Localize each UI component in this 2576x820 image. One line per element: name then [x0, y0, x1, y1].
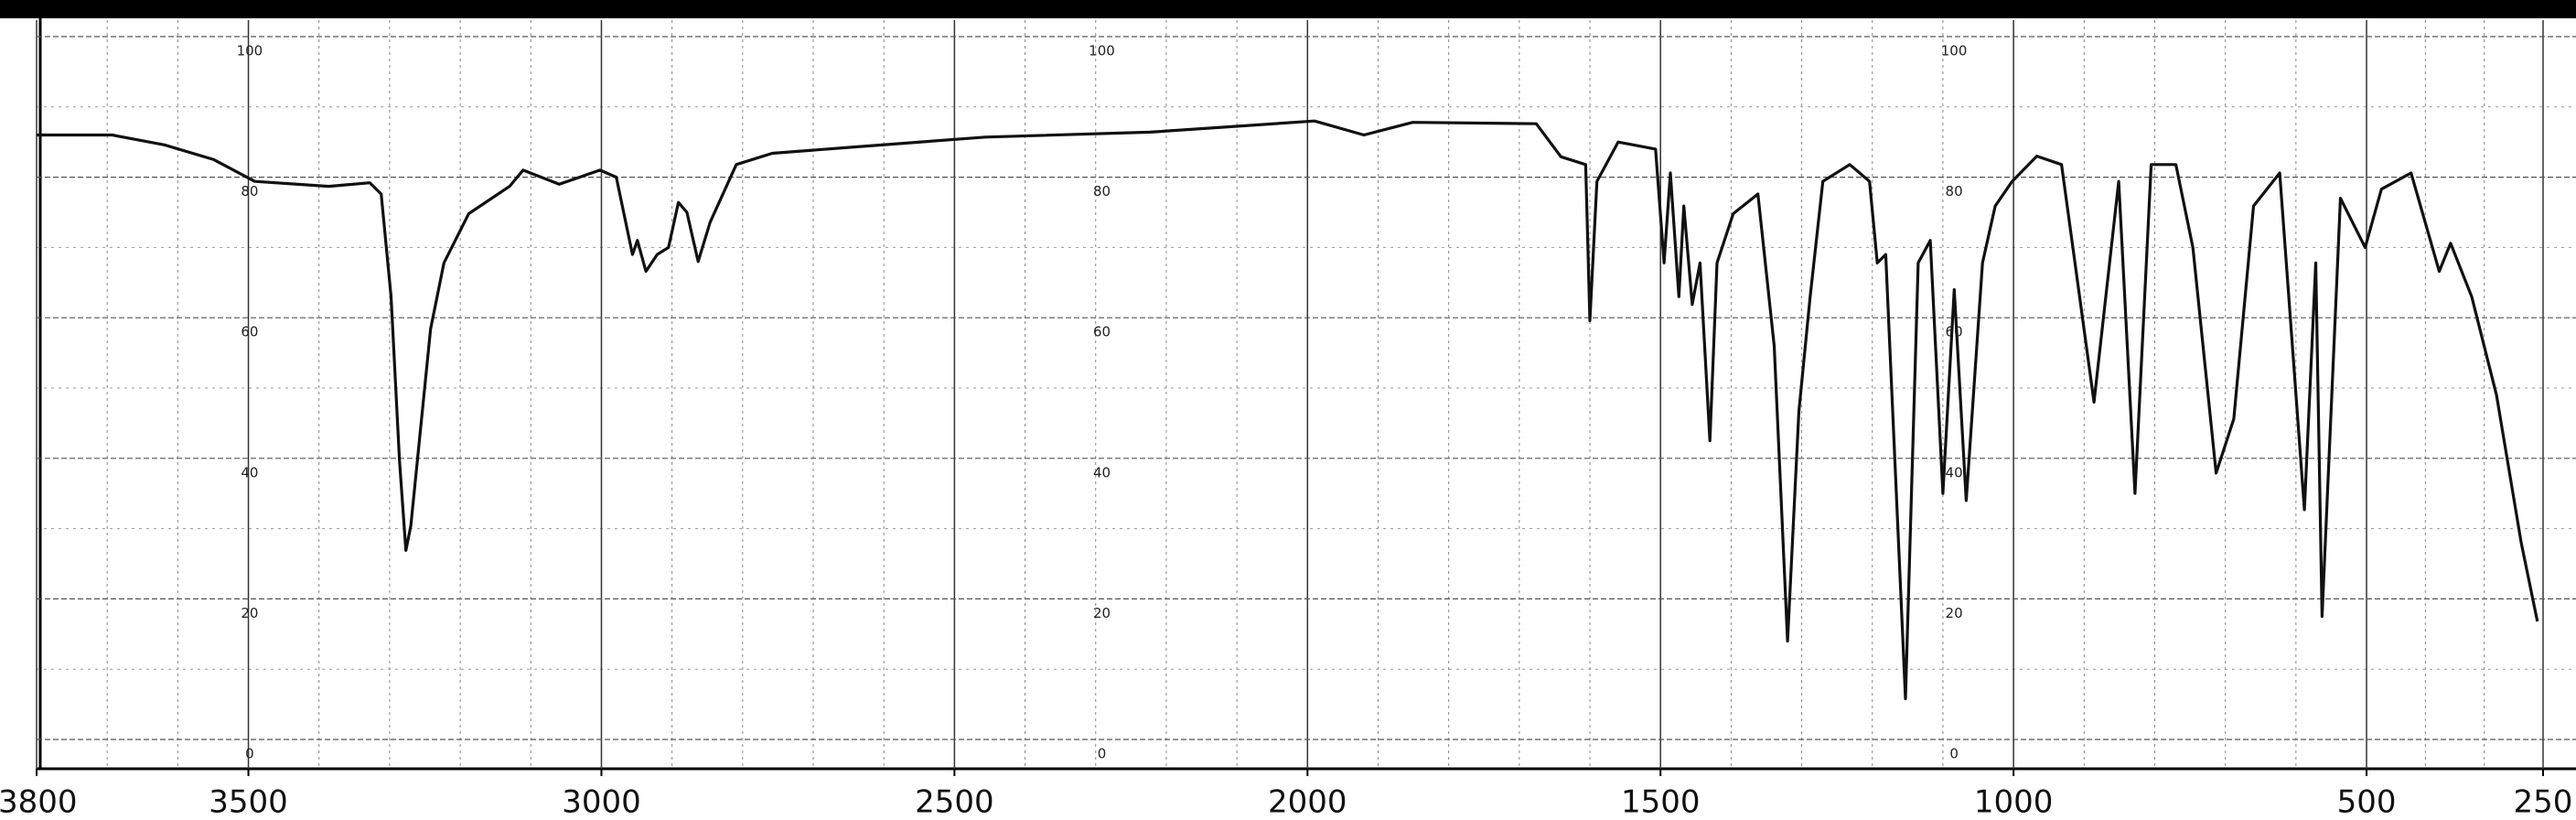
y-tick-label: 40 [1946, 464, 1963, 480]
top-border [0, 0, 2576, 18]
y-tick-label: 0 [245, 746, 254, 762]
y-tick-label: 80 [1946, 183, 1963, 200]
y-tick-label: 20 [241, 605, 258, 621]
spectrum-line [37, 119, 2539, 701]
y-tick-label: 40 [1093, 464, 1111, 480]
x-tick-label: 3000 [562, 784, 641, 820]
y-tick-label: 20 [1946, 605, 1963, 621]
y-tick-label: 100 [237, 43, 263, 59]
y-tick-label: 80 [1093, 183, 1111, 200]
x-tick-label: 250 [2514, 784, 2573, 820]
x-tick-label: 3800 [0, 784, 78, 820]
y-tick-label: 0 [1098, 746, 1107, 762]
y-tick-label: 100 [1941, 43, 1968, 59]
y-tick-label: 100 [1089, 43, 1115, 59]
x-tick-label: 1000 [1974, 784, 2054, 820]
x-tick-label: 1500 [1621, 784, 1701, 820]
y-tick-label: 40 [241, 464, 258, 480]
x-tick-label: 2500 [915, 784, 994, 820]
x-tick-label: 3500 [209, 784, 288, 820]
y-tick-label: 0 [1949, 746, 1959, 762]
y-tick-label: 60 [1093, 324, 1111, 340]
y-tick-label: 80 [241, 183, 258, 200]
y-tick-label: 60 [1946, 324, 1963, 340]
y-tick-label: 60 [241, 324, 258, 340]
x-tick-label: 500 [2337, 784, 2397, 820]
x-tick-label: 2000 [1268, 784, 1347, 820]
y-tick-label: 20 [1093, 605, 1111, 621]
